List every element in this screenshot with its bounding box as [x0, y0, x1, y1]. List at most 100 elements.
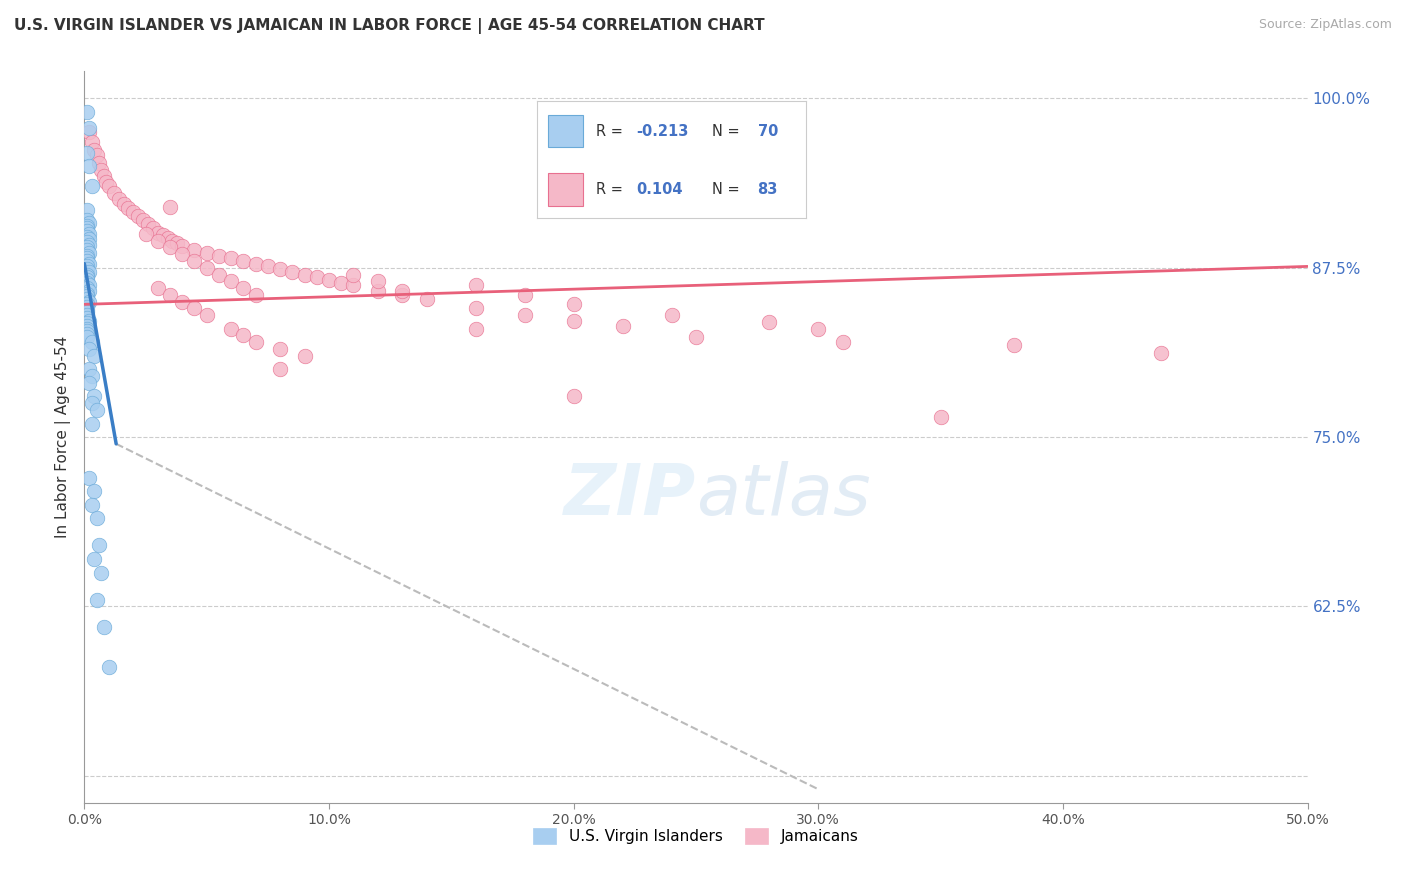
Point	[152, 228, 174, 243]
Point	[76, 281, 98, 295]
Point	[342, 268, 364, 282]
Point	[76, 270, 98, 285]
Point	[513, 288, 536, 302]
Point	[83, 484, 105, 499]
Point	[172, 294, 194, 309]
Point	[76, 145, 98, 160]
Point	[76, 221, 98, 235]
Point	[562, 389, 585, 403]
Point	[76, 276, 98, 290]
Point	[77, 232, 100, 246]
Point	[195, 260, 218, 275]
Point	[562, 297, 585, 311]
Point	[183, 243, 205, 257]
Y-axis label: In Labor Force | Age 45-54: In Labor Force | Age 45-54	[55, 336, 72, 538]
Point	[245, 257, 267, 271]
Point	[83, 143, 105, 157]
Point	[77, 227, 100, 241]
Point	[391, 288, 413, 302]
Point	[269, 262, 291, 277]
Point	[257, 260, 280, 274]
Point	[93, 169, 115, 183]
Point	[513, 308, 536, 322]
Point	[929, 409, 952, 424]
Point	[162, 234, 184, 248]
Point	[76, 310, 98, 325]
Point	[146, 226, 169, 240]
Point	[136, 218, 159, 232]
Point	[76, 322, 98, 336]
Point	[269, 362, 291, 376]
Point	[758, 315, 780, 329]
Point	[76, 202, 98, 217]
Point	[807, 322, 830, 336]
Point	[80, 335, 103, 350]
Point	[77, 257, 100, 271]
Point	[464, 301, 486, 316]
Point	[1150, 346, 1173, 360]
Point	[86, 403, 108, 417]
Point	[77, 342, 100, 356]
Point	[318, 273, 340, 287]
Point	[76, 300, 98, 314]
Point	[612, 318, 634, 333]
Point	[103, 186, 125, 201]
Point	[281, 265, 304, 279]
Point	[77, 294, 100, 309]
Point	[156, 231, 179, 245]
Point	[232, 254, 254, 268]
Point	[661, 308, 683, 322]
Point	[77, 376, 100, 390]
Point	[76, 302, 98, 317]
Point	[219, 274, 242, 288]
Point	[77, 237, 100, 252]
Point	[232, 281, 254, 295]
Point	[159, 240, 181, 254]
Point	[80, 179, 103, 194]
Point	[76, 316, 98, 330]
Point	[342, 278, 364, 293]
Point	[76, 252, 98, 266]
Text: Source: ZipAtlas.com: Source: ZipAtlas.com	[1258, 18, 1392, 31]
Point	[107, 192, 129, 206]
Point	[245, 288, 267, 302]
Point	[159, 200, 181, 214]
Point	[76, 292, 98, 306]
Point	[76, 260, 98, 274]
Point	[195, 245, 218, 260]
Point	[76, 308, 98, 322]
Point	[97, 179, 120, 194]
Point	[77, 125, 100, 139]
Point	[330, 276, 353, 290]
Point	[76, 286, 98, 301]
Point	[135, 227, 157, 241]
Point	[122, 205, 145, 219]
Point	[208, 249, 231, 263]
Point	[77, 278, 100, 293]
Point	[80, 498, 103, 512]
Point	[76, 235, 98, 249]
Point	[76, 325, 98, 339]
Text: atlas: atlas	[696, 461, 870, 530]
Point	[80, 369, 103, 384]
Point	[208, 268, 231, 282]
Point	[183, 301, 205, 316]
Point	[80, 417, 103, 431]
Point	[77, 216, 100, 230]
Point	[76, 318, 98, 333]
Point	[112, 197, 135, 211]
Point	[76, 240, 98, 254]
Point	[142, 221, 165, 235]
Point	[86, 592, 108, 607]
Point	[86, 511, 108, 525]
Point	[76, 273, 98, 287]
Point	[80, 135, 103, 149]
Point	[166, 236, 188, 251]
Point	[76, 105, 98, 120]
Point	[76, 224, 98, 238]
Point	[305, 270, 328, 285]
Point	[76, 327, 98, 342]
Point	[269, 342, 291, 356]
Point	[76, 297, 98, 311]
Point	[77, 313, 100, 327]
